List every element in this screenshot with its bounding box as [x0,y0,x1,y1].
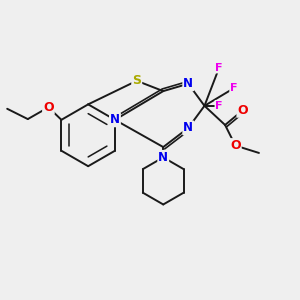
Text: N: N [183,122,193,134]
Text: F: F [230,83,238,93]
Text: S: S [132,74,141,87]
Text: O: O [237,104,248,117]
Text: O: O [43,101,54,114]
Text: F: F [215,101,223,111]
Text: O: O [230,139,241,152]
Text: N: N [158,151,168,164]
Text: N: N [110,113,120,126]
Text: N: N [183,77,193,90]
Text: F: F [215,63,223,73]
